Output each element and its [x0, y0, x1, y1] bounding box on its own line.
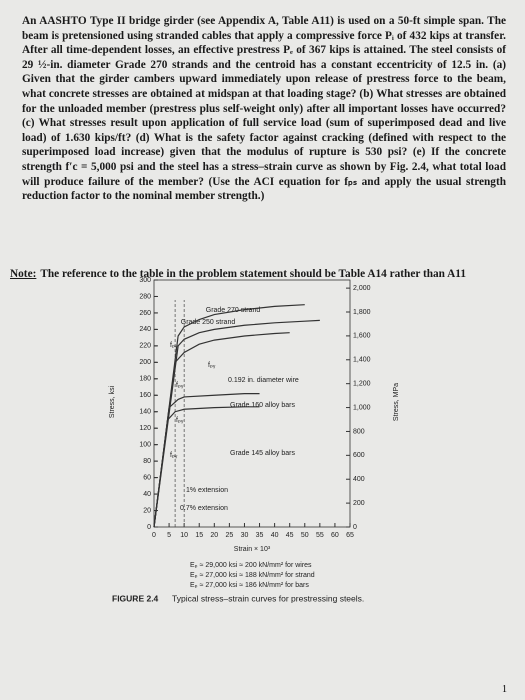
y2-tick-label: 1,000 — [353, 404, 371, 411]
note: Note: The reference to the table in the p… — [10, 268, 515, 280]
modulus: Eₚ ≈ 29,000 ksi ≈ 200 kN/mm² for wires — [190, 562, 312, 569]
y-tick-label: 280 — [139, 293, 151, 300]
y-axis-label: Stress, ksi — [109, 385, 116, 418]
stress-strain-curve — [153, 319, 320, 528]
y-tick-label: 260 — [139, 310, 151, 317]
x-tick-label: 0 — [152, 532, 156, 539]
x-tick-label: 45 — [286, 532, 294, 539]
x-tick-label: 65 — [346, 532, 354, 539]
figure: Stress, ksi Stress, MPa Strain × 10³ Gra… — [109, 277, 400, 603]
x-tick-label: 35 — [256, 532, 264, 539]
y-tick-label: 0 — [147, 524, 151, 531]
curve-label: Grade 145 alloy bars — [230, 450, 295, 457]
y2-tick-label: 1,200 — [353, 381, 371, 388]
curve-label: Grade 270 strand — [206, 307, 261, 314]
x-tick-label: 40 — [271, 532, 279, 539]
y2-tick-label: 600 — [353, 452, 365, 459]
y-tick-label: 120 — [139, 425, 151, 432]
x-tick-label: 60 — [331, 532, 339, 539]
y2-tick-label: 1,400 — [353, 357, 371, 364]
y2-tick-label: 0 — [353, 524, 357, 531]
yield-label: fₚᵧ — [170, 342, 178, 349]
x-tick-label: 10 — [180, 532, 188, 539]
x-tick-label: 25 — [225, 532, 233, 539]
curve-label: Grade 160 alloy bars — [230, 402, 295, 409]
x-tick-label: 20 — [210, 532, 218, 539]
problem-text: An AASHTO Type II bridge girder (see App… — [22, 15, 506, 203]
yield-label: fₚᵧ — [176, 382, 184, 389]
stress-strain-curve — [153, 332, 290, 528]
annotation: 1% extension — [186, 487, 228, 494]
y-tick-label: 60 — [143, 474, 151, 481]
y-tick-label: 240 — [139, 326, 151, 333]
note-label: Note: — [10, 268, 37, 280]
curve-label: Grade 250 strand — [181, 319, 236, 326]
y2-tick-label: 800 — [353, 428, 365, 435]
caption-label: FIGURE 2.4 — [112, 593, 159, 603]
x-tick-label: 50 — [301, 532, 309, 539]
x-tick-label: 55 — [316, 532, 324, 539]
yield-label: fₚᵧ — [176, 417, 184, 424]
y-tick-label: 80 — [143, 458, 151, 465]
y-tick-label: 140 — [139, 409, 151, 416]
y2-tick-label: 1,800 — [353, 309, 371, 316]
plot-frame — [153, 279, 351, 528]
annotation: 0.7% extension — [180, 505, 228, 512]
x-tick-label: 5 — [167, 532, 171, 539]
modulus: Eₚ ≈ 27,000 ksi ≈ 188 kN/mm² for strand — [190, 572, 315, 579]
y-tick-label: 40 — [143, 491, 151, 498]
note-text: The reference to the table in the proble… — [40, 268, 466, 280]
y-tick-label: 160 — [139, 392, 151, 399]
y-tick-label: 20 — [143, 507, 151, 514]
yield-label: fₚᵧ — [170, 452, 178, 459]
stress-strain-curve — [153, 406, 260, 528]
curve-label: 0.192 in. diameter wire — [228, 377, 299, 384]
x-axis-label: Strain × 10³ — [234, 546, 271, 553]
y-tick-label: 220 — [139, 343, 151, 350]
stress-strain-curve — [153, 304, 305, 528]
page-number: 1 — [502, 684, 507, 695]
modulus: Eₚ ≈ 27,000 ksi ≈ 186 kN/mm² for bars — [190, 582, 309, 589]
x-tick-label: 15 — [195, 532, 203, 539]
y-tick-label: 100 — [139, 442, 151, 449]
y-tick-label: 200 — [139, 359, 151, 366]
y-tick-label: 180 — [139, 376, 151, 383]
y2-tick-label: 2,000 — [353, 285, 371, 292]
y2-tick-label: 400 — [353, 476, 365, 483]
y-tick-label: 300 — [139, 277, 151, 284]
y2-tick-label: 200 — [353, 500, 365, 507]
y2-tick-label: 1,600 — [353, 333, 371, 340]
y2-axis-label: Stress, MPa — [393, 383, 400, 421]
yield-label: fₚᵧ — [208, 362, 216, 369]
caption-text: Typical stress–strain curves for prestre… — [172, 593, 364, 603]
stress-strain-curve — [153, 393, 260, 528]
x-tick-label: 30 — [241, 532, 249, 539]
